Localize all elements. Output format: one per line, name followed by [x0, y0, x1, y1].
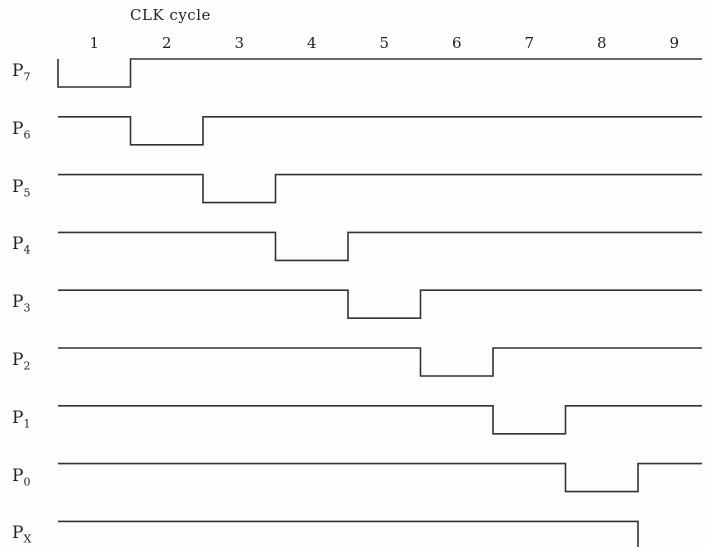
waveform-p5 — [58, 173, 702, 204]
signal-label-subscript: 1 — [23, 417, 31, 431]
signal-label-p4: P4 — [12, 234, 30, 256]
signal-label-subscript: 5 — [23, 185, 31, 199]
signal-label-subscript: 0 — [23, 474, 31, 488]
signal-label-p2: P2 — [12, 350, 30, 372]
cycle-number-3: 3 — [234, 34, 245, 52]
signal-label-subscript: 3 — [23, 301, 31, 315]
waveform-p1 — [58, 404, 702, 435]
signal-label-subscript: 7 — [23, 70, 31, 84]
signal-label-base: P — [12, 118, 24, 139]
signal-label-p7: P7 — [12, 61, 30, 83]
signal-label-p1: P1 — [12, 408, 30, 430]
signal-label-base: P — [12, 350, 24, 370]
cycle-number-1: 1 — [89, 34, 100, 52]
signal-label-subscript: 2 — [23, 359, 31, 373]
cycle-number-9: 9 — [669, 34, 680, 52]
signal-label-base: P — [12, 465, 24, 486]
signal-label-p5: P5 — [12, 177, 30, 199]
signal-label-base: P — [12, 176, 24, 197]
waveform-px — [58, 520, 639, 547]
signal-label-p6: P6 — [12, 119, 30, 141]
waveform-p3 — [58, 289, 702, 320]
waveform-p6 — [58, 116, 702, 146]
diagram-title: CLK cycle — [130, 6, 211, 24]
signal-label-base: P — [12, 61, 24, 81]
signal-label-px: PX — [12, 523, 31, 545]
waveform-p7 — [57, 58, 702, 88]
signal-label-p3: P3 — [12, 292, 30, 314]
cycle-number-4: 4 — [306, 34, 317, 52]
signal-label-subscript: 4 — [23, 243, 31, 257]
waveform-p0 — [58, 462, 702, 493]
cycle-number-6: 6 — [451, 34, 462, 52]
signal-label-base: P — [12, 523, 24, 544]
signal-label-base: P — [12, 292, 24, 313]
waveform-p4 — [58, 231, 702, 262]
waveform-p2 — [58, 347, 702, 377]
signal-label-base: P — [12, 407, 24, 428]
cycle-number-7: 7 — [524, 34, 535, 52]
signal-label-subscript: 6 — [23, 128, 31, 142]
cycle-number-8: 8 — [596, 34, 607, 52]
cycle-number-5: 5 — [379, 34, 390, 52]
cycle-number-2: 2 — [161, 34, 172, 52]
signal-label-p0: P0 — [12, 466, 30, 488]
signal-label-base: P — [12, 234, 24, 255]
signal-label-subscript: X — [23, 532, 32, 546]
